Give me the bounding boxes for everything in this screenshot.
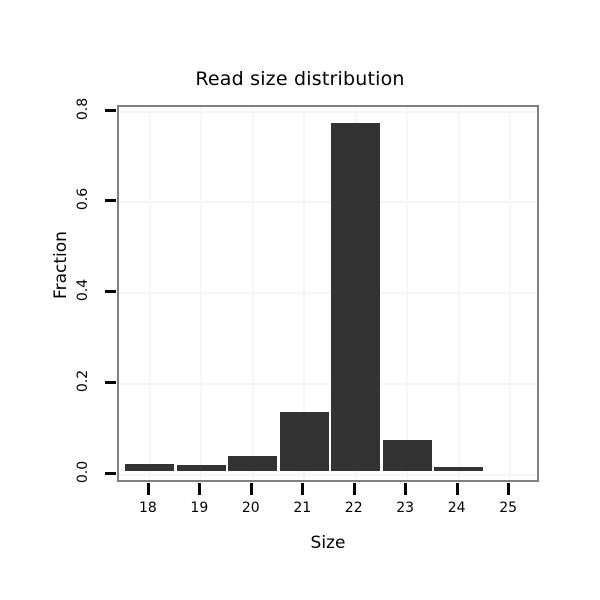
chart-title: Read size distribution [195, 68, 405, 90]
y-tick-label: 0.4 [75, 279, 91, 302]
gridline-vertical [303, 107, 306, 480]
bar [331, 123, 381, 471]
bar [228, 455, 278, 471]
plot-panel [117, 105, 539, 482]
x-axis-label: Size [310, 533, 346, 553]
x-tick-label: 21 [293, 500, 312, 516]
x-tick-mark [455, 483, 459, 495]
y-tick-mark [105, 381, 116, 385]
x-tick-mark [146, 483, 150, 495]
y-tick-label: 0.0 [75, 460, 91, 484]
x-tick-label: 24 [447, 500, 466, 516]
bar [125, 464, 175, 471]
y-tick-label: 0.2 [75, 369, 91, 393]
x-tick-label: 22 [344, 500, 363, 516]
bar [434, 466, 484, 471]
y-tick-mark [105, 290, 116, 294]
x-tick-label: 19 [190, 500, 209, 516]
gridline-vertical [509, 107, 512, 480]
x-tick-label: 18 [138, 500, 157, 516]
x-tick-mark [404, 483, 408, 495]
gridline-horizontal [119, 383, 537, 386]
x-tick-label: 23 [396, 500, 415, 516]
bar [279, 411, 329, 471]
gridline-horizontal [119, 473, 537, 476]
x-tick-mark [507, 483, 511, 495]
bar [176, 465, 226, 471]
x-tick-mark [352, 483, 356, 495]
bar [382, 439, 432, 471]
y-tick-label: 0.8 [75, 97, 91, 120]
gridline-vertical [200, 107, 203, 480]
gridline-vertical [406, 107, 409, 480]
gridline-vertical [457, 107, 460, 480]
gridline-vertical [148, 107, 151, 480]
y-tick-mark [105, 108, 116, 112]
gridline-horizontal [119, 201, 537, 204]
x-tick-mark [249, 483, 253, 495]
y-tick-label: 0.6 [75, 188, 91, 211]
y-tick-mark [105, 471, 116, 475]
gridline-horizontal [119, 110, 537, 113]
y-axis-label: Fraction [51, 231, 71, 299]
gridline-horizontal [119, 292, 537, 295]
x-tick-mark [198, 483, 202, 495]
gridline-vertical [251, 107, 254, 480]
y-tick-mark [105, 199, 116, 203]
x-tick-mark [301, 483, 305, 495]
x-tick-label: 25 [499, 500, 518, 516]
x-tick-label: 20 [241, 500, 260, 516]
